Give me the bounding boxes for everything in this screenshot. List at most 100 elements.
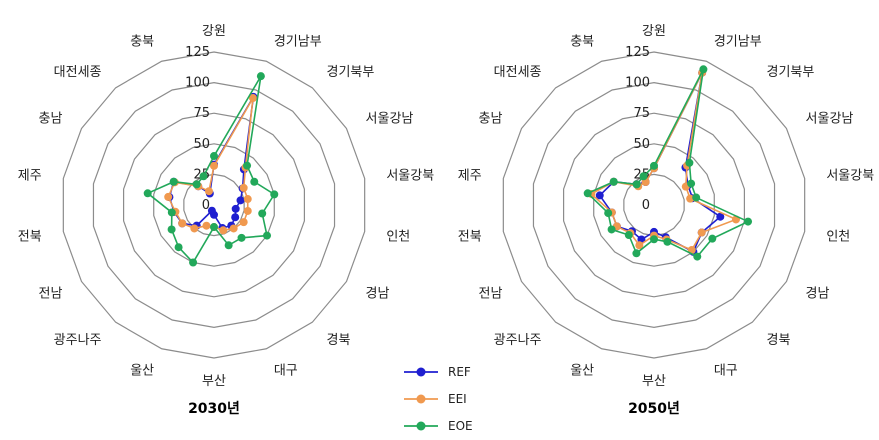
legend-marker-eoe [416, 421, 426, 431]
grid-ring [153, 143, 275, 267]
category-label: 경기남부 [714, 35, 762, 50]
tick-label: 125 [625, 45, 650, 60]
data-point-eei [210, 161, 218, 170]
data-point-eoe [256, 72, 265, 81]
data-point-eei [178, 219, 187, 228]
data-point-eoe [258, 209, 267, 218]
data-point-eoe [685, 158, 694, 167]
grid-ring [502, 51, 806, 359]
data-point-eoe [650, 161, 658, 170]
data-point-eei [686, 194, 695, 203]
grid-ring [62, 51, 366, 359]
data-point-eei [229, 224, 238, 233]
tick-label: 100 [185, 76, 210, 91]
data-point-ref [231, 204, 240, 213]
tick-label: 50 [633, 137, 650, 152]
category-label: 충남 [39, 112, 63, 127]
grid-ring [122, 112, 306, 298]
category-label: 서울강북 [386, 169, 434, 184]
category-label: 대구 [274, 363, 298, 378]
data-point-eei [239, 183, 248, 192]
data-point-eoe [708, 234, 717, 243]
legend-label-ref: REF [448, 365, 471, 379]
data-point-eoe [609, 177, 618, 186]
data-point-eoe [243, 161, 252, 170]
category-label: 경북 [766, 333, 790, 348]
data-point-eoe [250, 177, 259, 186]
category-label: 전북 [458, 229, 482, 244]
category-label: 충북 [570, 35, 594, 50]
legend: REF EEI EOE [404, 365, 473, 433]
category-label: 경남 [366, 287, 390, 302]
category-label: 인천 [386, 229, 410, 244]
data-point-eei [239, 218, 248, 227]
category-label: 울산 [130, 363, 154, 378]
category-label: 강원 [202, 24, 226, 39]
category-label: 경북 [326, 333, 350, 348]
data-point-eoe [632, 180, 641, 189]
category-label: 인천 [826, 229, 850, 244]
data-point-eoe [237, 233, 246, 242]
legend-marker-eei [416, 394, 426, 404]
data-point-eoe [692, 193, 701, 202]
tick-label: 75 [633, 106, 650, 121]
legend-marker-ref [416, 367, 426, 377]
data-point-eoe [167, 208, 176, 217]
data-point-eoe [169, 177, 178, 186]
chart-title: 2050년 [628, 401, 680, 417]
category-label: 경기북부 [326, 65, 374, 80]
category-label: 전북 [18, 229, 42, 244]
data-point-eoe [693, 252, 702, 261]
data-point-eoe [263, 231, 272, 240]
category-label: 경기북부 [766, 65, 814, 80]
data-point-eoe [210, 223, 218, 232]
category-label: 광주나주 [54, 333, 102, 348]
data-point-eei [202, 221, 211, 230]
category-label: 충남 [479, 112, 503, 127]
data-point-eoe [189, 258, 198, 267]
data-point-eei [190, 224, 199, 233]
tick-label: 125 [185, 45, 210, 60]
data-point-eei [697, 228, 706, 237]
tick-label: 0 [202, 198, 210, 213]
grid-ring [532, 81, 776, 329]
radar-chart-2050: 0255075100125강원경기남부경기북부서울강남서울강북인천경남경북대구부… [458, 24, 874, 417]
data-point-eei [635, 241, 644, 250]
category-label: 경남 [806, 287, 830, 302]
legend-label-eoe: EOE [448, 419, 473, 433]
data-point-eoe [270, 190, 279, 199]
category-label: 강원 [642, 24, 666, 39]
grid-ring [92, 81, 336, 329]
category-label: 경기남부 [274, 35, 322, 50]
data-point-eoe [663, 237, 672, 246]
data-point-eei [204, 187, 213, 196]
data-point-eei [219, 226, 228, 235]
tick-label: 100 [625, 76, 650, 91]
data-point-ref [231, 213, 240, 222]
series-line-eei [589, 72, 739, 252]
data-point-eoe [174, 243, 183, 252]
category-label: 서울강남 [806, 112, 854, 127]
data-point-eoe [632, 249, 641, 258]
data-point-ref [207, 206, 216, 215]
data-point-eoe [604, 209, 613, 218]
data-point-eoe [143, 189, 152, 198]
data-point-eoe [607, 225, 616, 234]
data-point-eoe [687, 179, 696, 188]
category-label: 대전세종 [54, 65, 102, 80]
tick-label: 75 [193, 106, 210, 121]
tick-label: 0 [642, 198, 650, 213]
data-point-ref [236, 196, 245, 205]
data-point-eoe [699, 65, 708, 74]
data-point-eoe [744, 217, 753, 226]
data-point-ref [716, 212, 725, 221]
category-label: 부산 [202, 374, 226, 389]
data-point-eoe [167, 225, 176, 234]
data-point-eoe [639, 172, 648, 181]
radar-chart-2030: 0255075100125강원경기남부경기북부서울강남서울강북인천경남경북대구부… [18, 24, 434, 417]
data-point-eei [164, 192, 173, 201]
tick-label: 50 [193, 137, 210, 152]
category-label: 전남 [39, 287, 63, 302]
category-label: 울산 [570, 363, 594, 378]
